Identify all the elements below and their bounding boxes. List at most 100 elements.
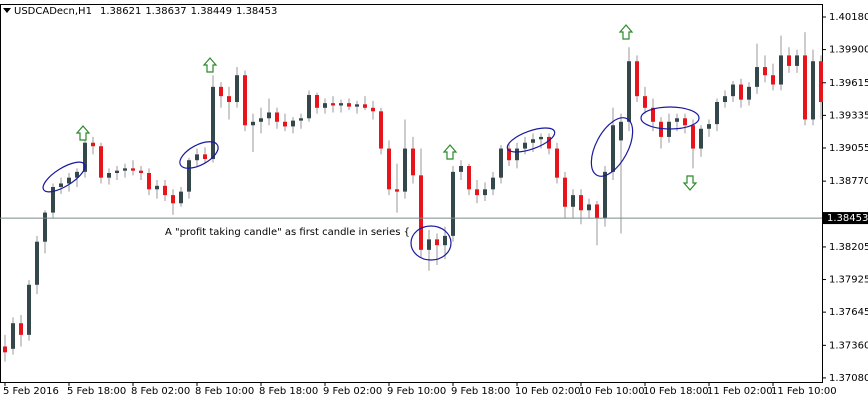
x-tick-label: 9 Feb 18:00 — [451, 386, 510, 397]
candle-body — [91, 142, 95, 147]
x-tick-label: 9 Feb 02:00 — [323, 386, 382, 397]
candle-body — [635, 61, 639, 97]
header-low: 1.38449 — [191, 6, 232, 17]
candle-body — [299, 118, 303, 121]
candle-body — [227, 96, 231, 102]
candle-body — [363, 104, 367, 108]
candle-body — [107, 173, 111, 178]
candle-body — [187, 160, 191, 192]
candle-body — [795, 55, 799, 66]
candle-body — [523, 142, 527, 149]
candle-body — [411, 148, 415, 176]
y-tick-label: 1.39335 — [829, 110, 868, 121]
candle-body — [267, 112, 271, 119]
candle-body — [595, 204, 599, 219]
y-tick-label: 1.40180 — [829, 12, 868, 23]
candle-body — [307, 95, 311, 119]
candle-body — [59, 183, 63, 187]
header-high: 1.38637 — [145, 6, 186, 17]
candle-body — [163, 185, 167, 196]
candle-body — [771, 75, 775, 85]
candle-body — [203, 154, 207, 160]
candle-body — [67, 177, 71, 184]
candle-body — [483, 189, 487, 196]
candle-body — [339, 103, 343, 106]
symbol: USDCADecn,H1 — [14, 6, 92, 17]
down-arrow — [682, 175, 698, 191]
candle-body — [3, 346, 7, 353]
candle-body — [683, 118, 687, 126]
x-tick-label: 8 Feb 02:00 — [131, 386, 190, 397]
candle-body — [171, 195, 175, 204]
candle-body — [811, 61, 815, 120]
candle-body — [643, 96, 647, 108]
candle-body — [563, 177, 567, 207]
candle-body — [499, 148, 503, 178]
y-tick-label: 1.39615 — [829, 78, 868, 89]
candle-body — [619, 121, 623, 141]
candle-body — [83, 142, 87, 172]
candle-body — [243, 75, 247, 126]
candle-body — [571, 195, 575, 207]
candle-body — [507, 148, 511, 161]
candle-body — [627, 61, 631, 122]
ellipse — [179, 141, 219, 169]
candle-body — [587, 204, 591, 211]
candle-body — [251, 121, 255, 126]
candle-body — [475, 189, 479, 196]
candle-body — [707, 124, 711, 129]
candle-body — [547, 136, 551, 149]
candle-body — [491, 177, 495, 190]
x-tick-label: 11 Feb 10:00 — [771, 386, 837, 397]
candle-body — [379, 111, 383, 149]
y-tick-label: 1.37080 — [829, 373, 868, 384]
x-tick-label: 10 Feb 18:00 — [643, 386, 709, 397]
ellipse — [410, 225, 452, 261]
candle-body — [11, 323, 15, 349]
candle-body — [139, 170, 143, 174]
up-arrow — [442, 144, 458, 160]
candle-body — [323, 103, 327, 108]
candle-body — [715, 101, 719, 125]
candle-body — [723, 96, 727, 102]
candle-body — [779, 55, 783, 85]
y-tick-label: 1.39055 — [829, 143, 868, 154]
candles — [3, 32, 823, 362]
candle-body — [459, 166, 463, 172]
candle-body — [99, 146, 103, 178]
y-tick-label: 1.37925 — [829, 275, 868, 286]
ellipse — [506, 127, 556, 153]
candle-body — [179, 191, 183, 204]
candle-body — [291, 120, 295, 127]
candle-body — [603, 171, 607, 219]
candle-body — [651, 107, 655, 122]
y-tick-label: 1.37360 — [829, 340, 868, 351]
candle-body — [275, 112, 279, 122]
ellipses — [42, 106, 700, 261]
candle-body — [259, 118, 263, 122]
header: USDCADecn,H1 1.38621 1.38637 1.38449 1.38453 — [14, 6, 277, 17]
candle-body — [451, 171, 455, 236]
candle-body — [347, 103, 351, 107]
candle-body — [395, 189, 399, 192]
candle-body — [555, 148, 559, 178]
candle-body — [371, 107, 375, 112]
up-arrow — [618, 24, 634, 40]
x-tick-label: 10 Feb 02:00 — [515, 386, 581, 397]
candle-body — [699, 128, 703, 149]
up-arrow — [75, 125, 91, 141]
candle-body — [787, 55, 791, 66]
candle-body — [331, 103, 335, 106]
candle-body — [211, 86, 215, 160]
x-tick-label: 5 Feb 2016 — [3, 386, 59, 397]
candle-body — [675, 118, 679, 122]
candle-body — [435, 239, 439, 246]
y-tick-label: 1.38770 — [829, 176, 868, 187]
candle-body — [427, 239, 431, 250]
candle-body — [355, 104, 359, 107]
candle-body — [155, 185, 159, 190]
candle-body — [235, 75, 239, 102]
candle-body — [315, 95, 319, 108]
header-close: 1.38453 — [236, 6, 277, 17]
candle-body — [35, 241, 39, 285]
